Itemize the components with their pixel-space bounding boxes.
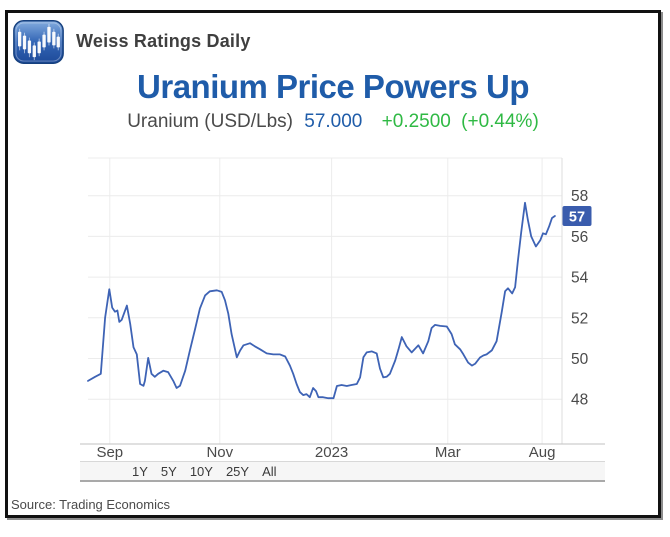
range-button-all[interactable]: All: [262, 463, 277, 479]
x-tick-label: Nov: [206, 444, 233, 461]
bordered-panel: [5, 10, 661, 518]
range-button-5y[interactable]: 5Y: [160, 463, 177, 479]
instrument-label: Uranium (USD/Lbs): [127, 111, 293, 132]
source-attribution: Source: Trading Economics: [11, 497, 170, 512]
price-badge-label: 57: [569, 210, 585, 226]
y-tick-label: 50: [571, 351, 589, 368]
price-value: 57.000: [304, 111, 363, 132]
y-tick-label: 58: [571, 188, 588, 205]
price-line: [87, 201, 556, 400]
range-button-10y[interactable]: 10Y: [189, 463, 213, 479]
range-button-25y[interactable]: 25Y: [225, 463, 250, 479]
x-tick-label: Aug: [529, 444, 556, 461]
y-tick-label: 52: [571, 310, 588, 327]
logo-candlestick-icon: [13, 20, 64, 64]
price-change: +0.2500: [381, 111, 451, 132]
y-tick-label: 54: [571, 270, 589, 287]
y-tick-label: 56: [571, 229, 588, 246]
x-tick-label: Sep: [96, 444, 123, 461]
y-tick-label: 48: [571, 392, 588, 409]
page-title: Uranium Price Powers Up: [137, 68, 529, 105]
quote-line: Uranium (USD/Lbs) 57.000 +0.2500 (+0.44%…: [8, 111, 658, 133]
brand-title: Weiss Ratings Daily: [76, 31, 251, 51]
x-tick-label: Mar: [435, 444, 461, 461]
range-selector-bar: 1Y 5Y 10Y 25Y All: [80, 461, 605, 482]
x-tick-label: 2023: [315, 444, 348, 461]
range-button-1y[interactable]: 1Y: [132, 463, 148, 479]
price-change-percent: (+0.44%): [461, 111, 539, 132]
price-badge: [562, 206, 592, 226]
